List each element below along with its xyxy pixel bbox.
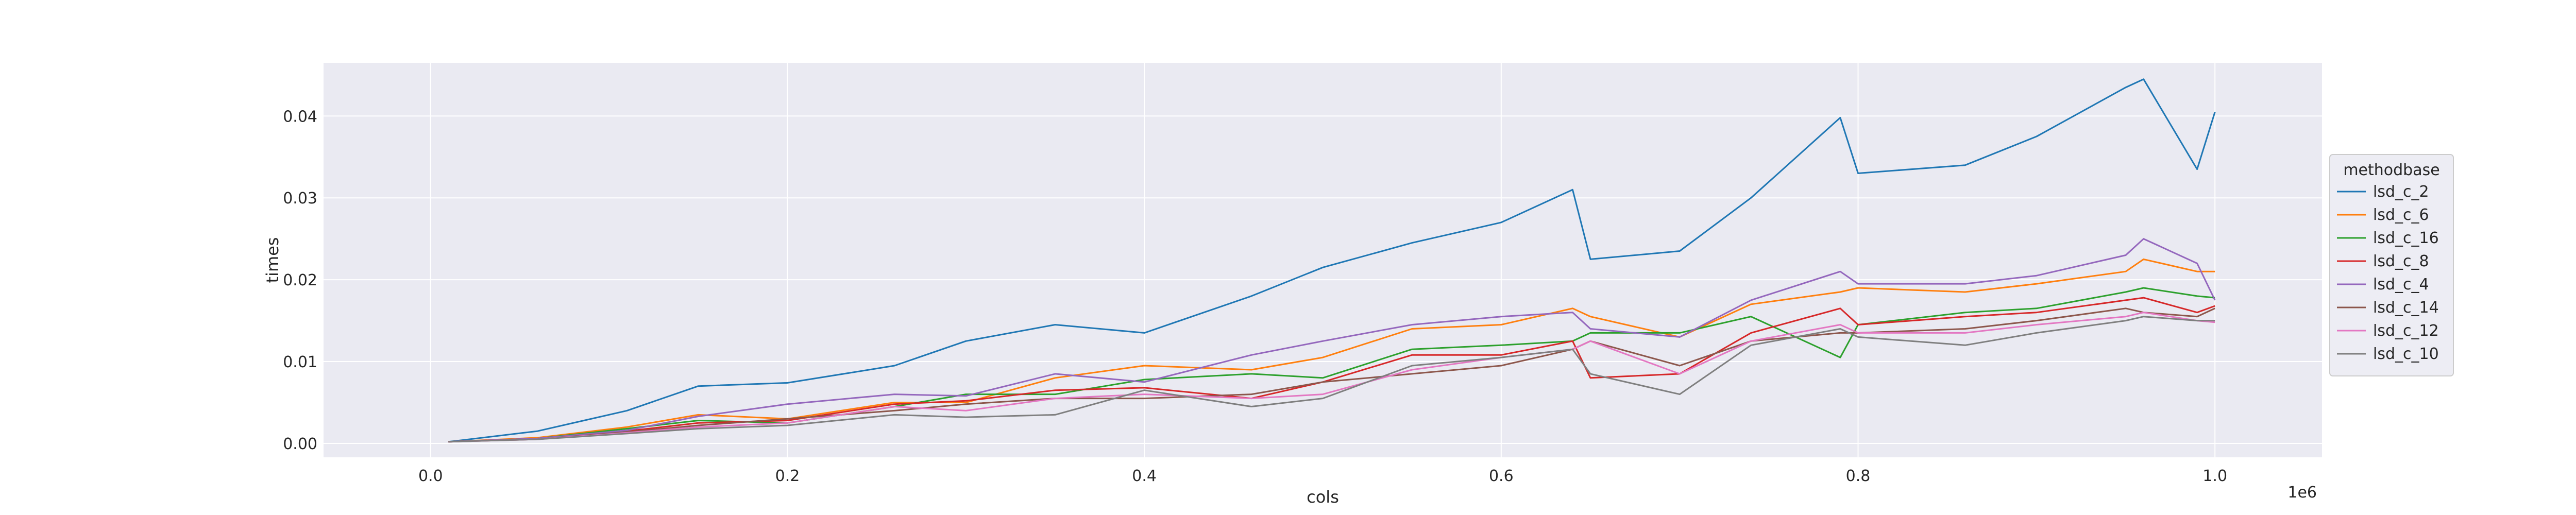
legend-box	[2329, 154, 2454, 376]
series-line-lsd-c-8	[448, 297, 2215, 443]
x-tick-labels: 0.0 0.2 0.4 0.6 0.8 1.0	[418, 467, 2227, 485]
legend-items: lsd_c_2 lsd_c_6 lsd_c_16 lsd_c_8 lsd_c_4 lsd_…	[2337, 183, 2439, 363]
y-tick-label: 0.02	[283, 271, 317, 289]
series-line-lsd-c-2	[448, 78, 2216, 443]
x-tick-label: 1.0	[2202, 467, 2227, 485]
y-tick-label: 0.01	[283, 353, 317, 371]
legend-label: lsd_c_12	[2373, 322, 2439, 340]
grid-lines	[324, 63, 2322, 457]
legend-label: lsd_c_8	[2373, 252, 2429, 270]
legend-label: lsd_c_16	[2373, 229, 2439, 247]
y-tick-label: 0.00	[283, 435, 317, 453]
legend-label: lsd_c_10	[2373, 345, 2439, 363]
plot-area	[324, 63, 2322, 457]
x-axis-label: cols	[1307, 487, 1339, 507]
series-line-lsd-c-4	[448, 238, 2216, 443]
legend-label: lsd_c_2	[2373, 183, 2429, 201]
series-lines	[448, 78, 2216, 443]
x-axis-offset-text: 1e6	[2287, 484, 2317, 502]
legend-label: lsd_c_4	[2373, 276, 2429, 294]
x-tick-label: 0.8	[1846, 467, 1871, 485]
series-line-lsd-c-10	[448, 316, 2215, 443]
x-tick-label: 0.2	[775, 467, 800, 485]
y-axis-label: times	[263, 237, 282, 283]
x-tick-label: 0.4	[1132, 467, 1157, 485]
y-tick-label: 0.04	[283, 108, 317, 126]
y-tick-labels: 0.00 0.01 0.02 0.03 0.04	[283, 108, 317, 453]
y-tick-label: 0.03	[283, 190, 317, 208]
legend: methodbase lsd_c_2 lsd_c_6 lsd_c_16 lsd_c_8…	[2329, 154, 2454, 376]
x-tick-label: 0.0	[418, 467, 443, 485]
legend-label: lsd_c_6	[2373, 206, 2429, 224]
legend-label: lsd_c_14	[2373, 299, 2439, 317]
legend-title: methodbase	[2343, 161, 2439, 179]
series-line-lsd-c-14	[448, 307, 2215, 443]
x-tick-label: 0.6	[1489, 467, 1514, 485]
